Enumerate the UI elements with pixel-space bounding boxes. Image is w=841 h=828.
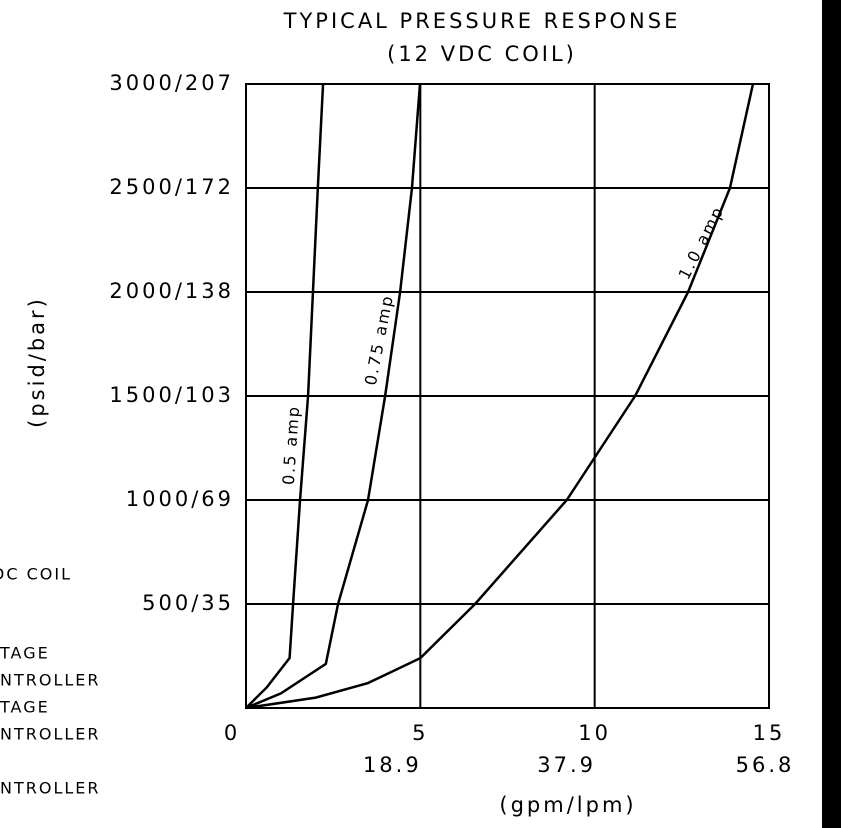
- x-tick-label: 15: [753, 721, 786, 745]
- series-label: 0.5 amp: [279, 404, 304, 485]
- y-tick-label: 3000/207: [109, 71, 234, 95]
- side-note: NTROLLER: [0, 725, 101, 744]
- y-tick-label: 1000/69: [126, 487, 234, 511]
- y-tick-label: 2000/138: [109, 279, 234, 303]
- y-axis-label: (psid/bar): [25, 296, 49, 428]
- side-note: TAGE: [0, 644, 50, 663]
- chart-subtitle: (12 VDC COIL): [387, 42, 577, 66]
- chart-title: TYPICAL PRESSURE RESPONSE: [283, 9, 681, 33]
- x-tick-label: 0: [224, 721, 240, 745]
- x2-tick-label: 18.9: [363, 753, 422, 777]
- side-note: TAGE: [0, 698, 50, 717]
- side-note: DC COIL: [0, 565, 72, 584]
- x-axis-label: (gpm/lpm): [499, 793, 636, 817]
- x-tick-label: 5: [412, 721, 428, 745]
- line-series: [245, 83, 325, 709]
- y-tick-label: 2500/172: [109, 175, 234, 199]
- x2-tick-label: 56.8: [736, 753, 795, 777]
- x2-tick-label: 37.9: [537, 753, 596, 777]
- side-note: NTROLLER: [0, 779, 101, 798]
- x-tick-label: 10: [578, 721, 611, 745]
- y-tick-label: 500/35: [142, 591, 234, 615]
- y-tick-label: 1500/103: [109, 383, 234, 407]
- side-note: NTROLLER: [0, 671, 101, 690]
- series-label: 1.0 amp: [674, 203, 727, 283]
- series-label: 0.75 amp: [361, 293, 397, 387]
- frame-bar: [822, 0, 841, 828]
- line-series: [245, 83, 755, 710]
- line-series: [245, 83, 422, 710]
